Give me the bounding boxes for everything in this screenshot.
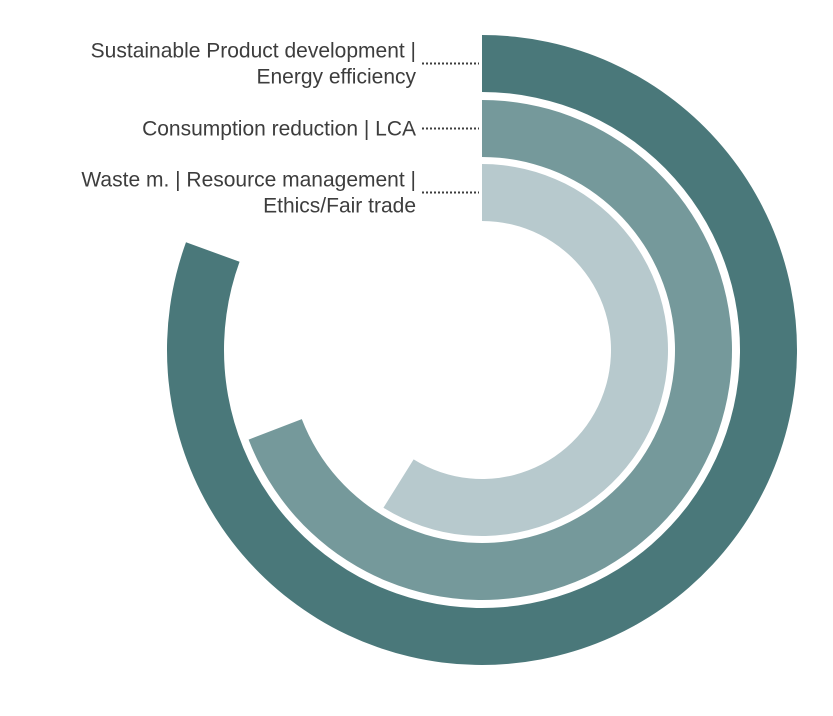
ring-label-3-line-1: Waste m. | Resource management | [81, 169, 416, 192]
ring-bar-3 [383, 164, 668, 536]
ring-label-1-line-1: Sustainable Product development | [91, 40, 416, 63]
rings [167, 35, 798, 666]
ring-label-2-line-1: Consumption reduction | LCA [142, 118, 416, 141]
ring-label-3-line-2: Ethics/Fair trade [263, 195, 416, 218]
ring-labels: Sustainable Product development | Energy … [81, 40, 479, 218]
ring-label-1-line-2: Energy efficiency [256, 66, 416, 89]
